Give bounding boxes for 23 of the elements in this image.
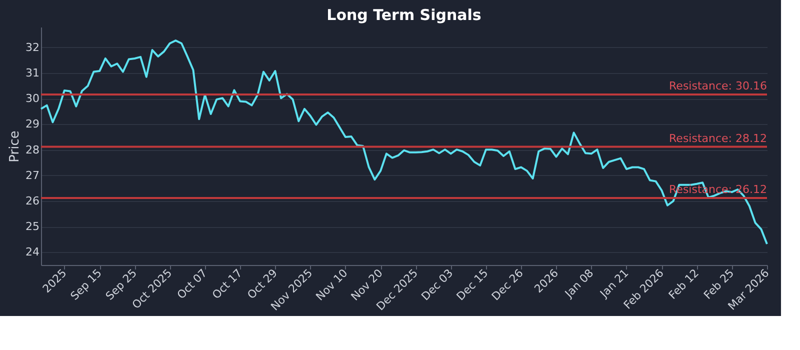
x-tick-label: Dec 03 — [418, 266, 456, 304]
y-tick-label: 28 — [26, 143, 40, 156]
ref-line-label: Resistance: 30.16 — [669, 80, 767, 93]
y-tick-label: 29 — [26, 118, 40, 131]
y-tick-label: 25 — [26, 220, 40, 234]
x-tick-label: Sep 15 — [68, 266, 104, 303]
x-tick-label: Dec 26 — [489, 266, 526, 304]
y-tick-label: 27 — [26, 168, 40, 182]
chart-title: Long Term Signals — [326, 6, 482, 24]
x-tick-label: Oct 07 — [174, 266, 210, 302]
x-tick-label: Feb 12 — [666, 266, 702, 302]
x-tick-label: Jan 08 — [562, 266, 596, 301]
ref-line-label: Resistance: 28.12 — [669, 132, 767, 145]
line-series — [40, 40, 768, 246]
y-tick-label: 32 — [26, 40, 40, 54]
y-tick-label: 31 — [26, 66, 40, 80]
x-tick-label: Dec 15 — [454, 266, 491, 304]
y-axis-title: Price — [8, 130, 23, 162]
x-tick-label: Nov 10 — [313, 266, 350, 304]
y-tick-label: 26 — [26, 194, 40, 208]
x-tick-label: Oct 17 — [210, 266, 245, 302]
y-tick-label: 30 — [26, 92, 40, 106]
y-tick-label: 24 — [26, 246, 40, 259]
